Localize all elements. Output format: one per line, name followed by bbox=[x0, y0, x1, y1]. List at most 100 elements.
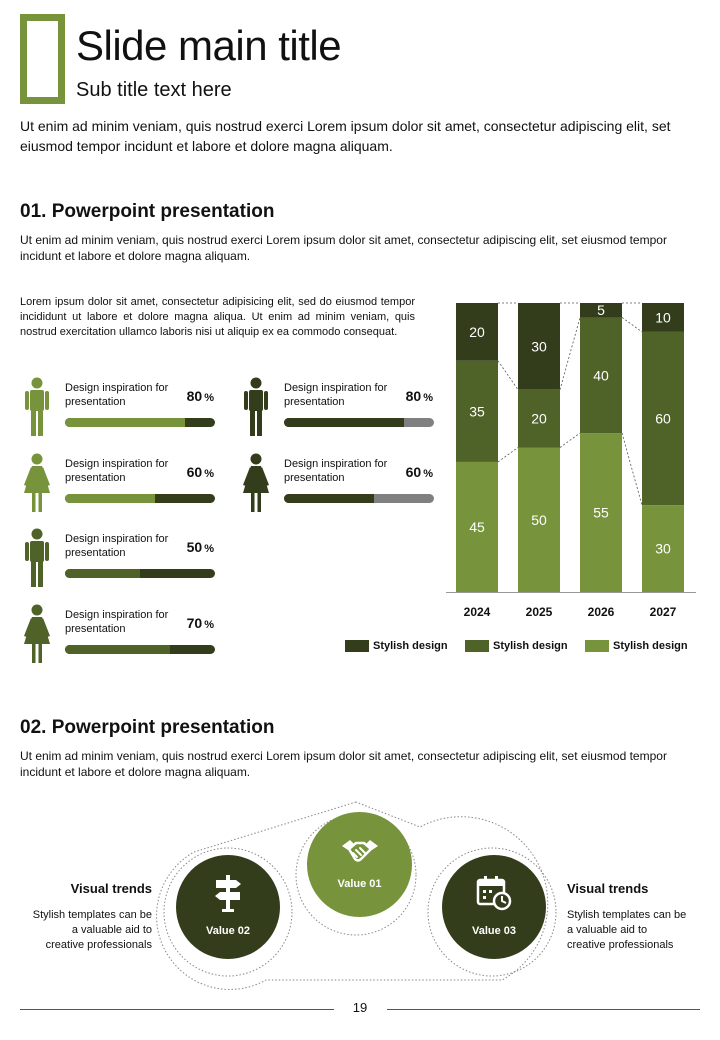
value-01-label: Value 01 bbox=[337, 878, 382, 890]
bar-segment bbox=[580, 317, 622, 434]
footer-line-left bbox=[20, 1009, 334, 1010]
person-stat-progress-bar bbox=[284, 418, 434, 427]
person-stat: Design inspiration for presentation 80% bbox=[241, 377, 441, 437]
person-stat: Design inspiration for presentation 60% bbox=[22, 453, 222, 513]
bar-segment bbox=[580, 433, 622, 592]
intro-text: Ut enim ad minim veniam, quis nostrud ex… bbox=[20, 118, 671, 154]
page-number: 19 bbox=[352, 1000, 368, 1015]
page-subtitle: Sub title text here bbox=[76, 79, 232, 101]
person-stat-progress-bar bbox=[65, 418, 215, 427]
bar-data-label: 40 bbox=[593, 367, 609, 383]
legend-label: Stylish design bbox=[373, 640, 448, 652]
section1-body: Ut enim ad minim veniam, quis nostrud ex… bbox=[20, 233, 667, 263]
person-stat-label: Design inspiration for presentation bbox=[65, 533, 169, 559]
bar-data-label: 10 bbox=[655, 309, 671, 325]
bar-connector-line bbox=[621, 432, 643, 506]
right-visual-trends-title: Visual trends bbox=[567, 881, 649, 896]
person-stat-value: 50% bbox=[186, 539, 214, 555]
male-person-icon bbox=[25, 528, 49, 587]
title-accent-bar bbox=[20, 14, 65, 104]
legend-swatch bbox=[585, 640, 609, 653]
person-stat-progress-bar bbox=[284, 494, 434, 503]
person-stat-progress-bar bbox=[65, 494, 215, 503]
value-03-circle: Value 03 bbox=[442, 855, 546, 959]
person-stat: Design inspiration for presentation 60% bbox=[241, 453, 441, 513]
value-02-label: Value 02 bbox=[205, 925, 251, 937]
section2-title: 02. Powerpoint presentation bbox=[20, 717, 275, 738]
bar-segment bbox=[642, 303, 684, 332]
left-visual-trends-title: Visual trends bbox=[70, 881, 152, 896]
person-stat: Design inspiration for presentation 50% bbox=[22, 528, 222, 588]
chart-svg: 20 35 45 2024 30 20 50 2025 5 40 55 2026 10 60 30 2027 bbox=[446, 302, 696, 619]
female-person-icon bbox=[24, 604, 50, 663]
value-02-circle: Value 02 bbox=[176, 855, 280, 959]
male-person-icon bbox=[25, 377, 49, 436]
bar-data-label: 30 bbox=[655, 541, 671, 557]
person-stat-value: 80% bbox=[186, 388, 214, 404]
bar-segment bbox=[456, 461, 498, 592]
person-stat-label: Design inspiration for presentation bbox=[65, 458, 169, 484]
progress-fill bbox=[284, 418, 404, 427]
bar-data-label: 55 bbox=[593, 505, 609, 521]
bar-data-label: 20 bbox=[469, 324, 485, 340]
legend-label: Stylish design bbox=[493, 640, 568, 652]
page-title: Slide main title bbox=[76, 22, 342, 69]
legend-item: Stylish design bbox=[465, 640, 568, 653]
person-stat-value: 80% bbox=[405, 388, 433, 404]
bar-data-label: 5 bbox=[597, 302, 605, 318]
bar-data-label: 45 bbox=[469, 519, 485, 535]
progress-fill bbox=[65, 418, 185, 427]
person-stat-label: Design inspiration for presentation bbox=[284, 458, 388, 484]
progress-fill bbox=[65, 494, 155, 503]
x-tick-label: 2025 bbox=[526, 605, 553, 619]
value-01-circle: Value 01 bbox=[307, 812, 412, 917]
x-tick-label: 2026 bbox=[588, 605, 615, 619]
bar-data-label: 35 bbox=[469, 403, 485, 419]
bar-segment bbox=[518, 389, 560, 448]
bar-data-label: 20 bbox=[531, 411, 547, 427]
female-person-icon bbox=[243, 453, 269, 512]
section2-body: Ut enim ad minim veniam, quis nostrud ex… bbox=[20, 749, 667, 779]
calendar-clock-icon bbox=[476, 876, 512, 911]
legend-swatch bbox=[345, 640, 369, 653]
right-visual-trends-body: Stylish templates can be a valuable aid … bbox=[567, 909, 687, 951]
progress-fill bbox=[284, 494, 374, 503]
person-stat-value: 60% bbox=[186, 464, 214, 480]
person-stat-progress-bar bbox=[65, 645, 215, 654]
progress-fill bbox=[65, 645, 170, 654]
bar-connector-line bbox=[497, 447, 519, 463]
bar-segment bbox=[642, 331, 684, 506]
legend-swatch bbox=[465, 640, 489, 653]
legend-item: Stylish design bbox=[585, 640, 688, 653]
x-tick-label: 2027 bbox=[650, 605, 677, 619]
bar-data-label: 30 bbox=[531, 338, 547, 354]
bar-segment bbox=[580, 303, 622, 318]
male-person-icon bbox=[244, 377, 268, 436]
bar-segment bbox=[518, 303, 560, 390]
bar-connector-line bbox=[497, 360, 519, 390]
female-person-icon bbox=[24, 453, 50, 512]
signpost-icon bbox=[215, 875, 241, 912]
bar-connector-line bbox=[559, 317, 581, 390]
person-stat: Design inspiration for presentation 80% bbox=[22, 377, 222, 437]
person-stat-label: Design inspiration for presentation bbox=[65, 609, 169, 635]
left-visual-trends-body: Stylish templates can be a valuable aid … bbox=[32, 909, 152, 951]
legend-label: Stylish design bbox=[613, 640, 688, 652]
progress-fill bbox=[65, 569, 140, 578]
chart-legend: Stylish design Stylish design Stylish desi… bbox=[345, 640, 705, 654]
values-outline bbox=[156, 801, 557, 990]
bar-data-label: 50 bbox=[531, 512, 547, 528]
handshake-icon bbox=[342, 840, 378, 862]
value-03-label: Value 03 bbox=[471, 925, 517, 937]
bar-connector-line bbox=[621, 317, 643, 333]
person-stat-label: Design inspiration for presentation bbox=[284, 382, 388, 408]
x-tick-label: 2024 bbox=[464, 605, 491, 619]
footer-line-right bbox=[387, 1009, 700, 1010]
person-stat-value: 70% bbox=[186, 615, 214, 631]
person-stat-value: 60% bbox=[405, 464, 433, 480]
bar-data-label: 60 bbox=[655, 411, 671, 427]
section1-paragraph: Lorem ipsum dolor sit amet, consectetur … bbox=[20, 296, 415, 338]
stacked-bar-chart: 20 35 45 2024 30 20 50 2025 5 40 55 2026 10 60 30 2027 … bbox=[345, 295, 705, 665]
bar-segment bbox=[456, 360, 498, 462]
bar-segment bbox=[642, 505, 684, 592]
